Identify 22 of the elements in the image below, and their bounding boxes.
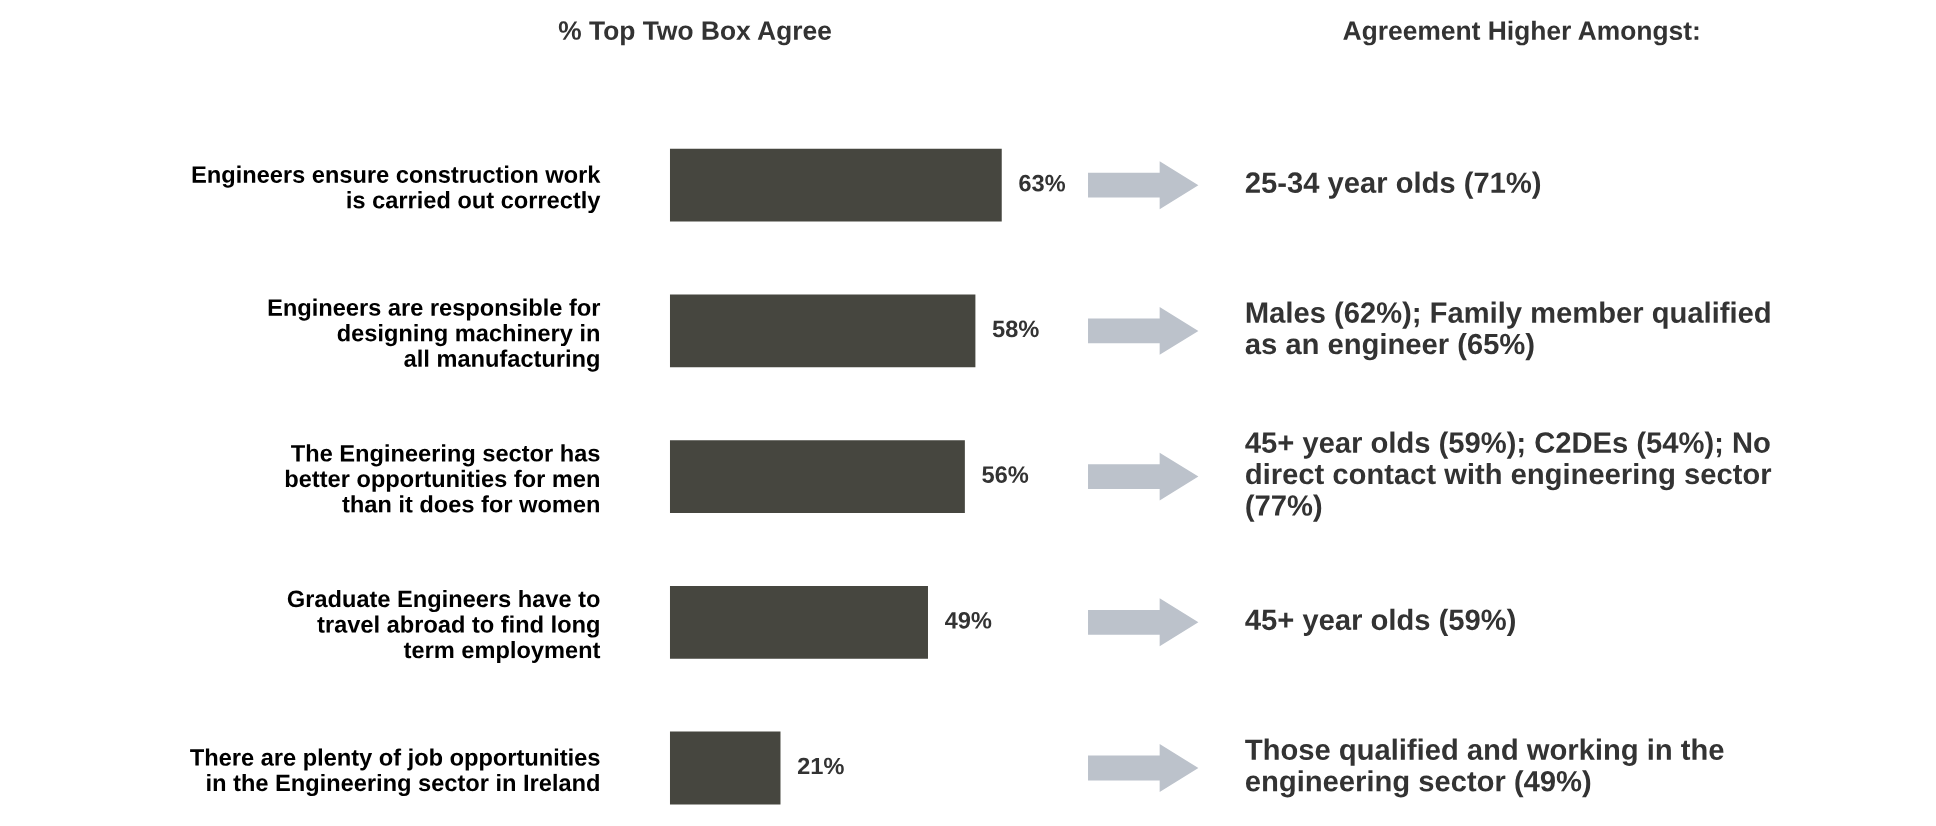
y-tick-label: There are plenty of job opportunities in the Engineering sector in Ireland xyxy=(190,748,600,796)
text: 45+ year olds (59%) xyxy=(1245,608,1515,636)
data-label: 49% xyxy=(945,611,992,629)
bar xyxy=(669,731,781,805)
bar xyxy=(669,148,1002,222)
bar xyxy=(669,294,976,368)
data-label: 63% xyxy=(1019,174,1066,192)
y-tick-label: Graduate Engineers have to travel abroad to find long term employment xyxy=(287,589,601,664)
text: 45+ year olds (59%); C2DEs (54%); No direct contact with engineering sector (77%) xyxy=(1245,431,1772,522)
bar xyxy=(669,440,965,514)
text: Those qualified and working in the engineering sector (49%) xyxy=(1245,738,1724,798)
y-tick-label: The Engineering sector has better opportunities for men than it does for women xyxy=(285,444,600,513)
text: 25-34 year olds (71%) xyxy=(1245,171,1541,199)
data-label: 21% xyxy=(797,757,844,775)
y-tick-label: Engineers ensure construction work is carried out correctly xyxy=(192,165,601,214)
text: Agreement Higher Amongst: xyxy=(1343,20,1699,46)
data-label: 58% xyxy=(992,320,1039,338)
text: Males (62%); Family member qualified as an engineer (65%) xyxy=(1245,301,1770,361)
data-label: 56% xyxy=(982,466,1029,483)
bar xyxy=(669,585,928,659)
chart-title: % Top Two Box Agree xyxy=(558,21,831,46)
y-tick-label: Engineers are responsible for designing machinery in all manufacturing xyxy=(268,298,601,372)
